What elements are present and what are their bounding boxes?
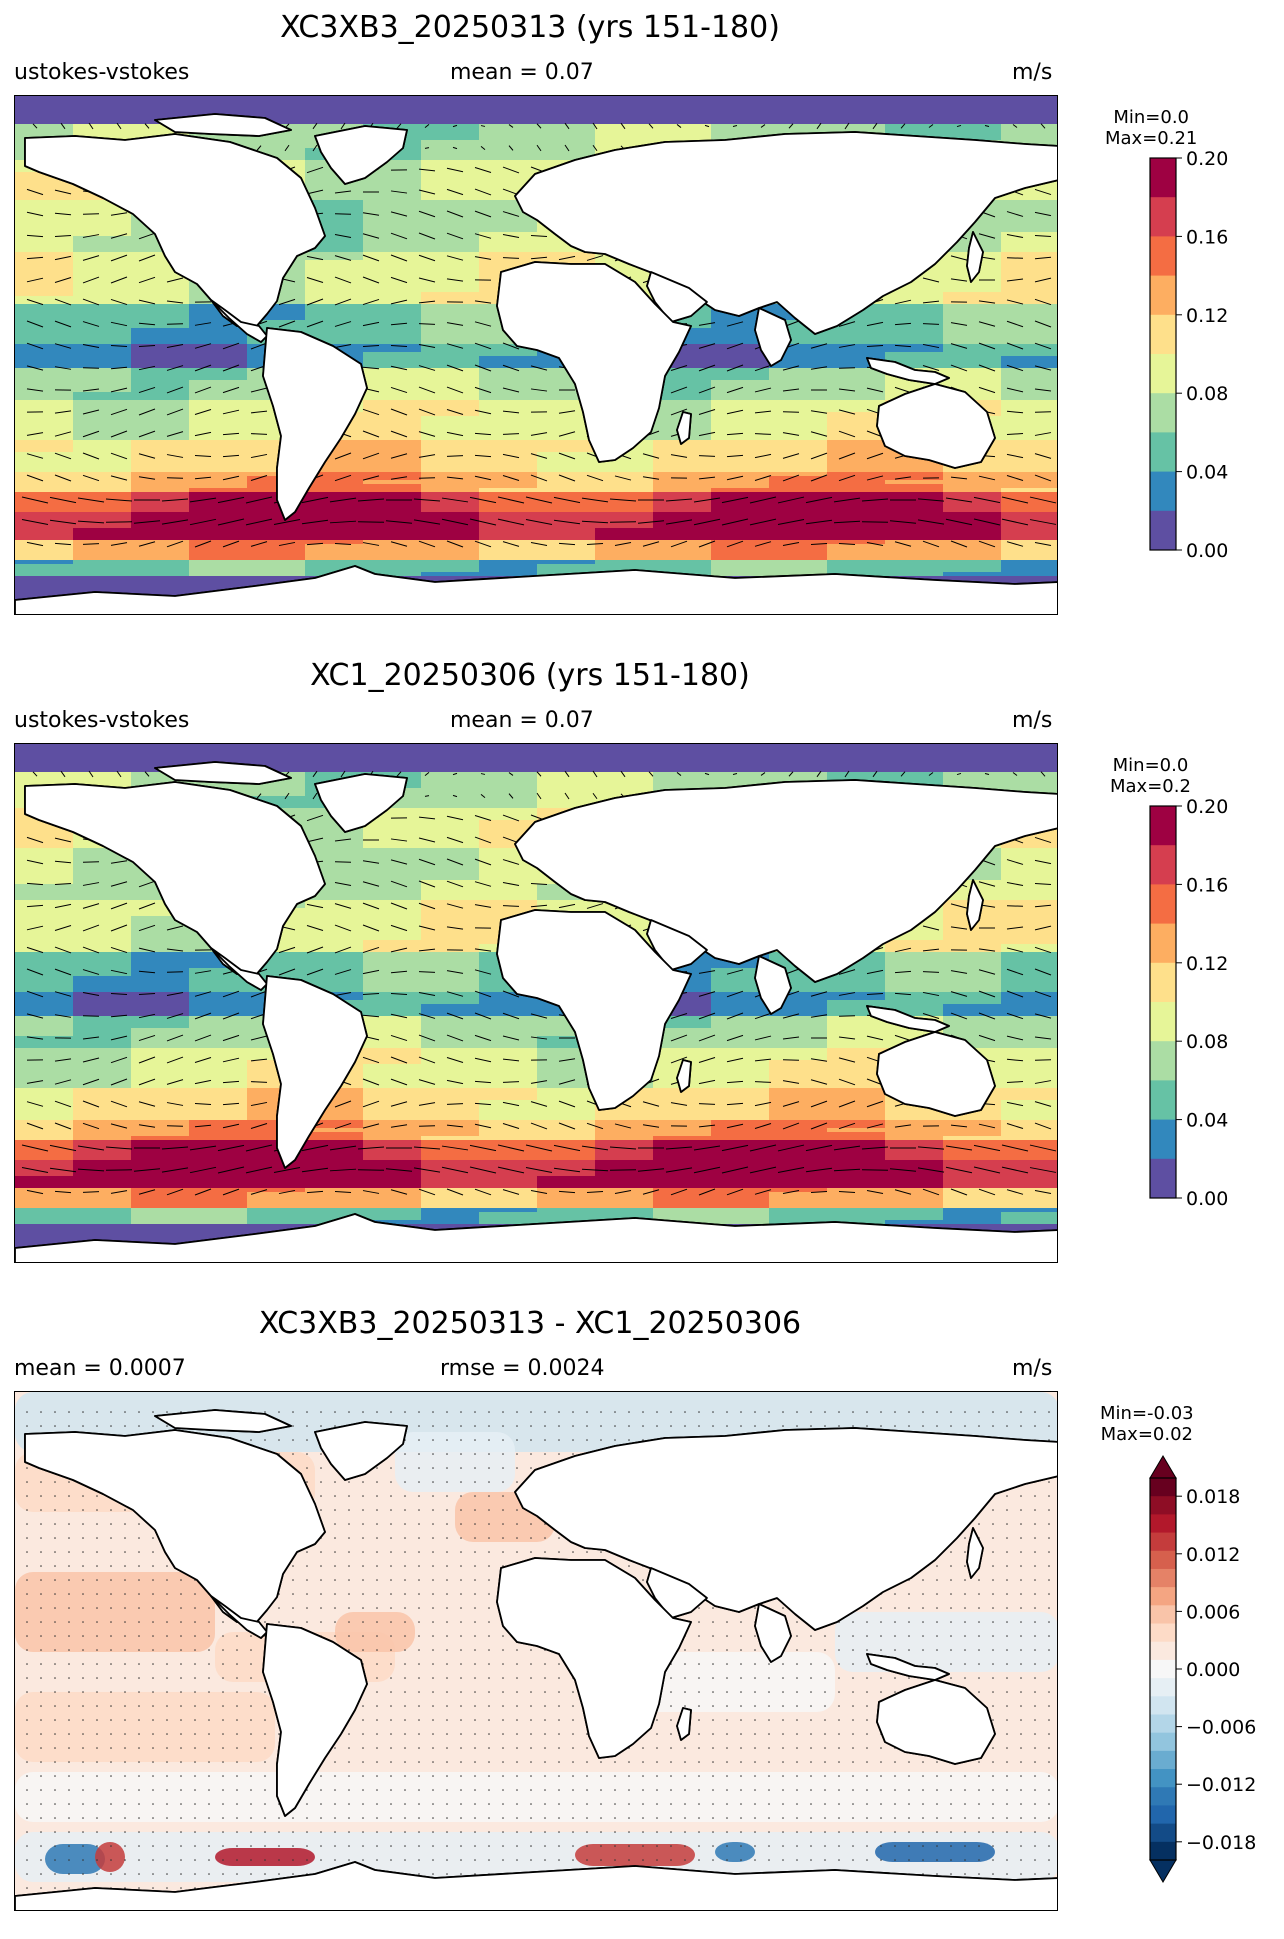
colorbar-segment <box>1150 1841 1176 1861</box>
colorbar-ticks: 0.018 0.012 0.006 0.000 −0.006 −0.012 −0.018 <box>1176 1486 1256 1854</box>
colorbar-segment <box>1150 1158 1176 1199</box>
colorbar-ticks: 0.20 0.16 0.12 0.08 0.04 0.00 <box>1176 150 1228 562</box>
colorbar-tick-label: 0.04 <box>1186 462 1228 484</box>
colorbar-segment <box>1150 1623 1176 1643</box>
colorbar-tick-label: 0.12 <box>1186 953 1228 975</box>
min-value: Min=0.0 <box>1113 107 1190 128</box>
colorbar-segment <box>1150 197 1176 237</box>
colorbar: 0.018 0.012 0.006 0.000 −0.006 −0.012 −0.018 <box>1149 1455 1256 1883</box>
colorbar-segment <box>1150 1605 1176 1625</box>
colorbar-segment <box>1150 1678 1176 1697</box>
colorbar-segment <box>1150 1532 1176 1552</box>
colorbar-segment <box>1150 1696 1176 1715</box>
colorbar-segments <box>1150 158 1176 551</box>
colorbar-segment <box>1150 1641 1176 1661</box>
colorbar-segment <box>1150 1478 1176 1497</box>
colorbar-segment <box>1150 923 1176 964</box>
colorbar-segment <box>1150 1805 1176 1825</box>
max-value: Max=0.2 <box>1110 776 1191 797</box>
panel-title: XC3XB3_20250313 (yrs 151-180) <box>280 10 780 45</box>
colorbar-segment <box>1150 1550 1176 1570</box>
colorbar-segment <box>1150 275 1176 316</box>
min-max-info: Min=0.0 Max=0.2 <box>1110 755 1191 797</box>
min-max-info: Min=0.0 Max=0.21 <box>1105 107 1197 149</box>
colorbar-ticks: 0.20 0.16 0.12 0.08 0.04 0.00 <box>1176 798 1228 1210</box>
colorbar-segment <box>1150 393 1176 433</box>
colorbar-segments <box>1150 1478 1176 1861</box>
colorbar-tick-label: 0.012 <box>1186 1544 1240 1566</box>
colorbar-segment <box>1150 806 1176 846</box>
colorbar-segment <box>1150 314 1176 355</box>
colorbar-tick-label: 0.00 <box>1186 540 1228 562</box>
world-map <box>14 95 1058 615</box>
rmse-label: rmse = 0.0024 <box>440 1356 605 1381</box>
colorbar-tick-label: 0.00 <box>1186 1188 1228 1210</box>
colorbar-segment <box>1150 432 1176 473</box>
colorbar-segment <box>1150 1787 1176 1806</box>
colorbar-tick-label: 0.20 <box>1186 798 1228 818</box>
colorbar-segment <box>1150 1568 1176 1588</box>
colorbar-segment <box>1150 1041 1176 1081</box>
colorbar-segment <box>1150 1714 1176 1734</box>
colorbar-segment <box>1150 1750 1176 1770</box>
colorbar: 0.20 0.16 0.12 0.08 0.04 0.00 <box>1149 150 1228 562</box>
colorbar-segment <box>1150 1587 1176 1606</box>
mean-label: mean = 0.07 <box>450 708 594 733</box>
colorbar-tick-label: −0.018 <box>1186 1832 1256 1854</box>
panel-title: XC1_20250306 (yrs 151-180) <box>310 658 750 693</box>
colorbar-extend-max <box>1149 1455 1177 1479</box>
colorbar-segment <box>1150 884 1176 925</box>
colorbar-extend-min <box>1149 1859 1177 1883</box>
min-value: Min=-0.03 <box>1100 1403 1194 1424</box>
colorbar-tick-label: 0.018 <box>1186 1486 1240 1508</box>
colorbar-tick-label: 0.000 <box>1186 1659 1240 1681</box>
min-max-info: Min=-0.03 Max=0.02 <box>1100 1403 1194 1445</box>
variable-label: ustokes-vstokes <box>14 708 190 733</box>
panel-title: XC3XB3_20250313 - XC1_20250306 <box>258 1306 802 1341</box>
colorbar-segment <box>1150 158 1176 198</box>
colorbar-tick-label: 0.08 <box>1186 1031 1228 1053</box>
units-label: m/s <box>1012 60 1053 85</box>
world-map <box>14 743 1058 1263</box>
colorbar-segment <box>1150 471 1176 512</box>
units-label: m/s <box>1012 1356 1053 1381</box>
colorbar-segment <box>1150 354 1176 394</box>
colorbar-segment <box>1150 1732 1176 1752</box>
min-value: Min=0.0 <box>1112 755 1189 776</box>
world-map <box>14 1391 1058 1911</box>
colorbar-segment <box>1150 845 1176 885</box>
colorbar-tick-label: 0.16 <box>1186 874 1228 896</box>
colorbar-segment <box>1150 1002 1176 1042</box>
colorbar-segment <box>1150 1514 1176 1534</box>
colorbar-segment <box>1150 1823 1176 1843</box>
colorbar-tick-label: −0.012 <box>1186 1774 1256 1796</box>
colorbar-segment <box>1150 962 1176 1003</box>
colorbar-segment <box>1150 510 1176 551</box>
colorbar-tick-label: 0.12 <box>1186 305 1228 327</box>
colorbar-tick-label: −0.006 <box>1186 1717 1256 1739</box>
colorbar-segment <box>1150 1119 1176 1160</box>
colorbar-tick-label: 0.20 <box>1186 150 1228 170</box>
max-value: Max=0.21 <box>1105 128 1198 149</box>
colorbar-segment <box>1150 1659 1176 1679</box>
units-label: m/s <box>1012 708 1053 733</box>
colorbar: 0.20 0.16 0.12 0.08 0.04 0.00 <box>1149 798 1228 1210</box>
colorbar-segment <box>1150 1496 1176 1515</box>
colorbar-tick-label: 0.006 <box>1186 1601 1240 1623</box>
variable-label: ustokes-vstokes <box>14 60 190 85</box>
mean-label: mean = 0.07 <box>450 60 594 85</box>
colorbar-segment <box>1150 1080 1176 1121</box>
colorbar-segments <box>1150 806 1176 1199</box>
colorbar-tick-label: 0.16 <box>1186 226 1228 248</box>
mean-label: mean = 0.0007 <box>14 1356 186 1381</box>
colorbar-segment <box>1150 1769 1176 1788</box>
max-value: Max=0.02 <box>1100 1424 1193 1445</box>
colorbar-segment <box>1150 236 1176 277</box>
colorbar-tick-label: 0.08 <box>1186 383 1228 405</box>
colorbar-tick-label: 0.04 <box>1186 1110 1228 1132</box>
